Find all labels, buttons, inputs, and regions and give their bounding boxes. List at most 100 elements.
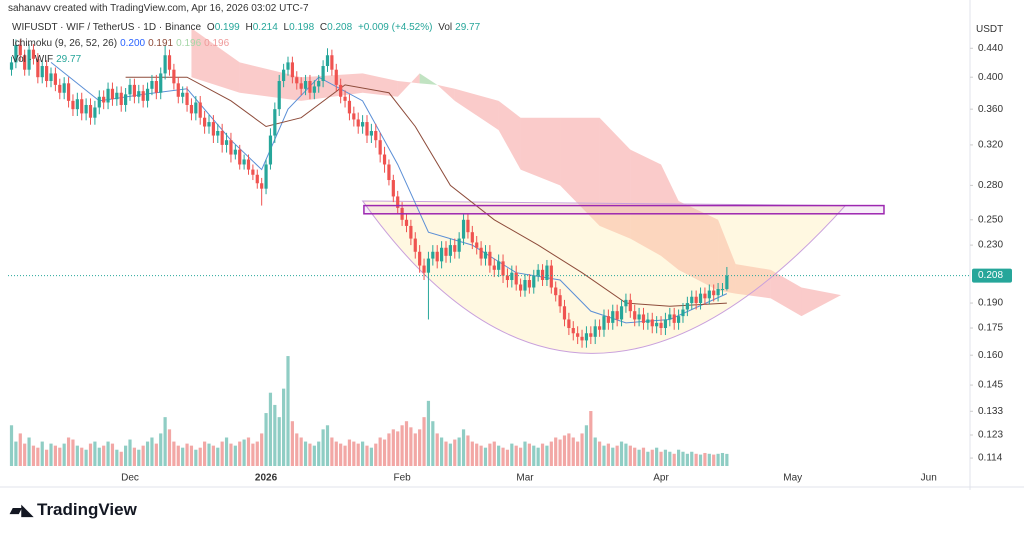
candle-body bbox=[431, 251, 435, 259]
volume-bar bbox=[23, 443, 27, 466]
candle-body bbox=[347, 100, 352, 114]
indicator-value: 0.191 bbox=[148, 38, 174, 49]
candle-body bbox=[365, 122, 369, 136]
candle-body bbox=[589, 333, 593, 337]
volume-bar bbox=[330, 437, 334, 466]
y-tick-label: 0.145 bbox=[978, 380, 1003, 391]
volume-bar bbox=[58, 447, 62, 466]
candle-body bbox=[444, 247, 448, 256]
candle-body bbox=[277, 81, 281, 110]
y-tick-label: 0.123 bbox=[978, 430, 1003, 441]
volume-bar bbox=[444, 441, 448, 466]
candle-body bbox=[97, 96, 101, 108]
candle-body bbox=[580, 336, 584, 341]
y-tick-label: 0.160 bbox=[978, 350, 1003, 361]
candle-body bbox=[624, 299, 628, 307]
candle-body bbox=[418, 251, 422, 266]
candle-body bbox=[422, 265, 426, 273]
volume-bar bbox=[628, 445, 632, 466]
candle-body bbox=[23, 55, 27, 70]
volume-bar bbox=[413, 433, 417, 466]
candle-body bbox=[501, 261, 505, 276]
low-value: 0.198 bbox=[289, 22, 315, 33]
candle-body bbox=[45, 66, 49, 82]
volume-bar bbox=[448, 443, 452, 466]
volume-bar bbox=[242, 439, 246, 466]
y-tick-label: 0.250 bbox=[978, 214, 1003, 225]
candle-body bbox=[154, 81, 158, 93]
volume-bar bbox=[321, 429, 325, 466]
candle-body bbox=[93, 107, 97, 118]
candle-body bbox=[505, 275, 510, 281]
volume-legend: Vol · WIF 29.77 bbox=[12, 54, 84, 65]
candle-body bbox=[510, 272, 514, 281]
x-tick-label: Apr bbox=[653, 473, 669, 484]
prefix: H bbox=[245, 22, 253, 33]
candle-body bbox=[694, 296, 698, 304]
x-tick-label: Dec bbox=[121, 473, 139, 484]
candle-body bbox=[672, 314, 676, 323]
volume-bar bbox=[167, 429, 172, 466]
volume-bar bbox=[88, 443, 93, 466]
candle-body bbox=[602, 316, 606, 330]
candle-body bbox=[382, 154, 387, 165]
candle-body bbox=[716, 289, 720, 296]
cup-pattern bbox=[361, 200, 847, 354]
x-tick-label: May bbox=[783, 473, 802, 484]
volume-bar bbox=[198, 447, 202, 466]
ohlc: L0.198 bbox=[284, 22, 315, 33]
cloud bbox=[362, 73, 398, 97]
cloud bbox=[801, 287, 841, 317]
candle-body bbox=[523, 280, 527, 291]
volume-bar bbox=[207, 443, 211, 466]
volume-bar bbox=[132, 447, 136, 466]
volume-bar bbox=[567, 433, 571, 466]
open-value: 0.199 bbox=[214, 22, 240, 33]
cloud bbox=[397, 73, 420, 97]
volume-bar bbox=[646, 451, 650, 466]
volume-bar bbox=[497, 445, 501, 466]
candle-body bbox=[576, 333, 580, 337]
volume-bar bbox=[505, 449, 510, 466]
candle-body bbox=[176, 83, 180, 97]
volume-bar bbox=[725, 453, 729, 466]
candle-body bbox=[413, 238, 417, 252]
candle-body bbox=[53, 73, 57, 85]
change: +0.009 (+4.52%) bbox=[357, 22, 433, 33]
volume-bar bbox=[549, 441, 553, 466]
candle-body bbox=[295, 77, 299, 84]
candle-body bbox=[536, 269, 540, 276]
volume-bar bbox=[488, 443, 492, 466]
candle-body bbox=[321, 66, 325, 82]
volume-bar bbox=[426, 400, 431, 466]
candle-body bbox=[145, 88, 150, 101]
candle-body bbox=[619, 306, 624, 320]
candle-body bbox=[356, 119, 360, 127]
volume-bar bbox=[597, 441, 602, 466]
y-tick-label: 0.280 bbox=[978, 180, 1003, 191]
volume-bar bbox=[584, 425, 589, 466]
volume-bar bbox=[246, 437, 251, 466]
vol-title: Vol · WIF bbox=[12, 54, 54, 65]
volume-bar bbox=[418, 429, 422, 466]
candle-body bbox=[646, 319, 650, 323]
volume-bar bbox=[409, 427, 413, 466]
volume-bar bbox=[71, 439, 75, 466]
ohlc: H0.214 bbox=[246, 22, 278, 33]
volume-bar bbox=[523, 441, 527, 466]
candle-body bbox=[343, 96, 347, 101]
prefix: L bbox=[283, 22, 290, 33]
candle-body bbox=[527, 280, 531, 288]
volume-bar bbox=[637, 449, 641, 466]
candle-body bbox=[663, 319, 668, 329]
volume-bar bbox=[558, 439, 562, 466]
volume-bar bbox=[159, 433, 163, 466]
candle-body bbox=[194, 102, 198, 114]
candle-body bbox=[75, 99, 79, 110]
volume-bar bbox=[619, 441, 624, 466]
volume-bar bbox=[532, 445, 536, 466]
candle-body bbox=[483, 251, 488, 259]
volume-bar bbox=[720, 452, 725, 466]
volume-bar bbox=[176, 445, 180, 466]
